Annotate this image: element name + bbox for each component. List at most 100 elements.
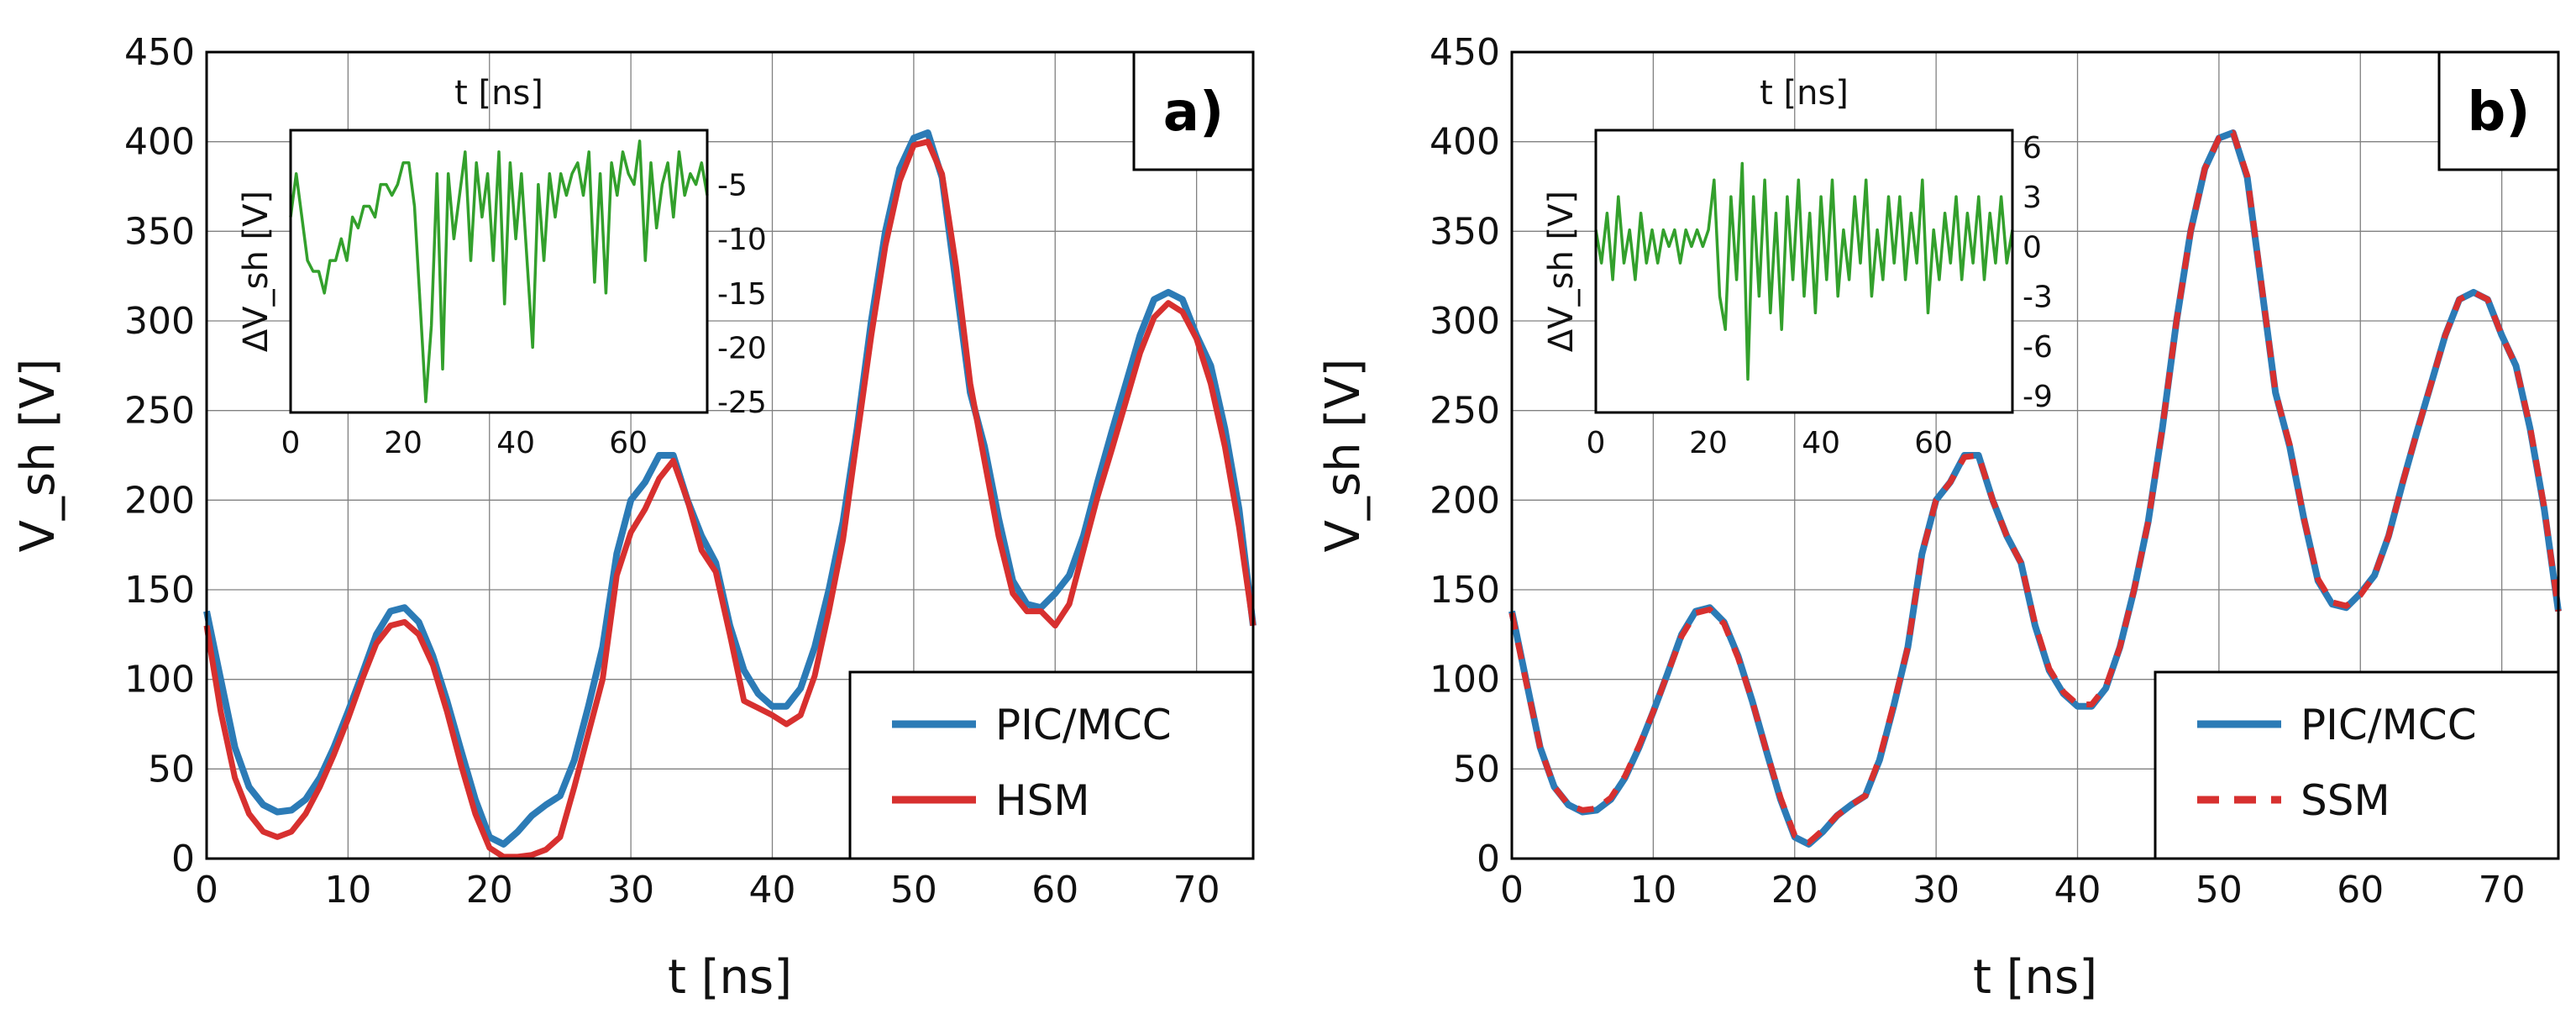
panel-b-lines: [1508, 129, 2562, 848]
panel-a-lines: [203, 129, 1257, 860]
x-tick-label: 0: [1500, 869, 1524, 912]
y-tick-label: 150: [1430, 569, 1500, 612]
x-tick-label: 20: [466, 869, 513, 912]
panel-b-frame: [1510, 50, 2560, 860]
panel-b-inset-ylabel: ΔV_sh [V]: [1542, 191, 1581, 352]
inset-y-tick-label: -3: [2023, 281, 2053, 315]
panel-b-inset-y-ticks: 6 3 0 -3 -6 -9: [2023, 131, 2053, 414]
y-tick-label: 200: [1430, 479, 1500, 522]
y-tick-label: 50: [148, 748, 195, 791]
y-tick-label: 450: [124, 31, 195, 74]
x-tick-label: 0: [195, 869, 218, 912]
panel-a-inset-frame: [289, 129, 709, 414]
y-tick-label: 300: [1430, 300, 1500, 343]
x-tick-label: 10: [1629, 869, 1676, 912]
panel-b-legend: PIC/MCC SSM: [2154, 670, 2560, 860]
panel-a-inset-x-ticks: 0 20 40 60: [281, 426, 648, 460]
inset-x-tick-label: 60: [609, 426, 648, 460]
panel-b-inset: 6 3 0 -3 -6 -9 0 20 40 60 t [ns] ΔV_sh [V]: [1542, 74, 2053, 460]
panel-a-frame: [205, 50, 1255, 860]
panel-b-inset-frame: [1594, 129, 2014, 414]
x-tick-label: 50: [2196, 869, 2243, 912]
y-tick-label: 450: [1430, 31, 1500, 74]
inset-y-tick-label: -9: [2023, 380, 2053, 414]
inset-x-tick-label: 40: [1802, 426, 1840, 460]
x-tick-label: 40: [749, 869, 796, 912]
inset-y-tick-label: -5: [717, 169, 748, 203]
inset-x-tick-label: 20: [384, 426, 422, 460]
y-tick-label: 350: [1430, 210, 1500, 253]
x-tick-label: 60: [1031, 869, 1078, 912]
x-tick-label: 20: [1771, 869, 1818, 912]
panel-a-inset-line: [289, 139, 709, 403]
x-tick-label: 30: [607, 869, 654, 912]
inset-y-tick-label: -20: [717, 331, 767, 365]
y-tick-label: 150: [124, 569, 195, 612]
y-tick-label: 250: [124, 390, 195, 433]
inset-x-tick-label: 0: [281, 426, 301, 460]
panel-a-y-ticks: 0 50 100 150 200 250 300 350 400 450: [124, 31, 195, 880]
panel-b-label-box: [2437, 50, 2560, 171]
x-tick-label: 50: [890, 869, 937, 912]
y-tick-label: 400: [124, 121, 195, 164]
x-tick-label: 30: [1912, 869, 1960, 912]
inset-y-tick-label: 3: [2023, 181, 2042, 215]
inset-x-tick-label: 20: [1689, 426, 1728, 460]
legend-label-ssm: SSM: [2301, 776, 2390, 825]
x-tick-label: 70: [2479, 869, 2526, 912]
y-tick-label: 350: [124, 210, 195, 253]
panel-a-xlabel: t [ns]: [668, 950, 792, 1005]
panel-b-y-ticks: 0 50 100 150 200 250 300 350 400 450: [1430, 31, 1500, 880]
panel-b-inset-line: [1594, 161, 2014, 381]
y-tick-label: 100: [124, 659, 195, 701]
panel-b-legend-box: [2154, 670, 2560, 860]
y-tick-label: 0: [171, 838, 195, 880]
panel-a-x-ticks: 0 10 20 30 40 50 60 70: [195, 869, 1220, 912]
y-tick-label: 300: [124, 300, 195, 343]
inset-series-line: [1594, 161, 2014, 381]
panel-a-label: a): [1163, 81, 1224, 144]
inset-y-tick-label: -10: [717, 223, 767, 257]
y-tick-label: 100: [1430, 659, 1500, 701]
series-line-hsm: [203, 139, 1257, 860]
panel-b-ylabel: V_sh [V]: [1316, 359, 1371, 553]
panel-b-inset-title: t [ns]: [1760, 74, 1849, 113]
panel-a-legend-box: [848, 670, 1255, 860]
panel-a-label-box: [1132, 50, 1255, 171]
panel-b-x-ticks: 0 10 20 30 40 50 60 70: [1500, 869, 2526, 912]
panel-a-inset: -5 -10 -15 -20 -25 0 20 40 60 t [ns] ΔV_sh [V]: [237, 74, 767, 460]
series-line-ssm: [1508, 129, 2562, 846]
panel-b-inset-x-ticks: 0 20 40 60: [1587, 426, 1954, 460]
x-tick-label: 60: [2337, 869, 2384, 912]
panel-a-inset-y-ticks: -5 -10 -15 -20 -25: [717, 169, 767, 420]
panel-b-xlabel: t [ns]: [1973, 950, 2097, 1005]
y-tick-label: 200: [124, 479, 195, 522]
x-tick-label: 10: [324, 869, 371, 912]
panel-a-ylabel: V_sh [V]: [11, 359, 66, 553]
inset-y-tick-label: 6: [2023, 131, 2042, 165]
y-tick-label: 400: [1430, 121, 1500, 164]
inset-y-tick-label: -15: [717, 277, 767, 312]
inset-series-line: [289, 139, 709, 403]
inset-x-tick-label: 60: [1914, 426, 1953, 460]
inset-x-tick-label: 40: [496, 426, 535, 460]
panel-a-inset-title: t [ns]: [454, 74, 543, 113]
inset-y-tick-label: 0: [2023, 230, 2042, 265]
panel-a-legend: PIC/MCC HSM: [848, 670, 1255, 860]
inset-y-tick-label: -25: [717, 386, 767, 420]
y-tick-label: 0: [1477, 838, 1500, 880]
panel-a-inset-ylabel: ΔV_sh [V]: [237, 191, 275, 352]
panel-b-label: b): [2467, 81, 2530, 144]
y-tick-label: 50: [1453, 748, 1500, 791]
legend-label-pic-mcc: PIC/MCC: [995, 701, 1172, 749]
x-tick-label: 40: [2054, 869, 2101, 912]
legend-label-pic-mcc: PIC/MCC: [2301, 701, 2477, 749]
inset-x-tick-label: 0: [1587, 426, 1606, 460]
y-tick-label: 250: [1430, 390, 1500, 433]
inset-y-tick-label: -6: [2023, 330, 2053, 365]
x-tick-label: 70: [1173, 869, 1220, 912]
legend-label-hsm: HSM: [995, 776, 1089, 825]
